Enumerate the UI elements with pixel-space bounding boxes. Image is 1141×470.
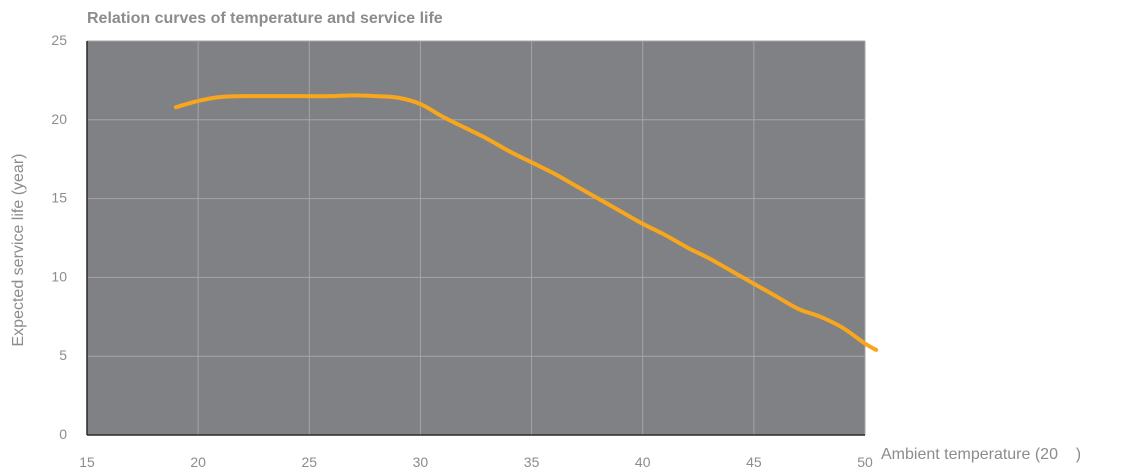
x-tick-label: 45	[746, 454, 762, 470]
x-tick-label: 50	[857, 454, 873, 470]
x-tick-label: 20	[190, 454, 206, 470]
y-tick-label: 25	[51, 32, 67, 48]
y-tick-label: 0	[59, 426, 67, 442]
axes	[86, 41, 865, 436]
y-axis-label: Expected service life (year)	[10, 154, 27, 347]
series-line	[173, 93, 879, 352]
plot-area	[87, 41, 865, 435]
y-tick-label: 15	[51, 190, 67, 206]
series	[173, 93, 879, 352]
x-tick-label: 35	[524, 454, 540, 470]
x-tick-label: 25	[301, 454, 317, 470]
grid	[87, 40, 866, 435]
x-tick-labels: 15 20 25 30 35 40 45 50	[79, 454, 873, 470]
x-tick-label: 15	[79, 454, 95, 470]
chart-title: Relation curves of temperature and servi…	[87, 10, 443, 27]
x-tick-label: 40	[635, 454, 651, 470]
x-tick-label: 30	[413, 454, 429, 470]
y-tick-label: 10	[51, 268, 67, 284]
y-tick-label: 5	[59, 347, 67, 363]
y-tick-labels: 0 5 10 15 20 25	[51, 32, 67, 442]
y-tick-label: 20	[51, 111, 67, 127]
x-axis-label: Ambient temperature (20 )	[881, 446, 1081, 463]
